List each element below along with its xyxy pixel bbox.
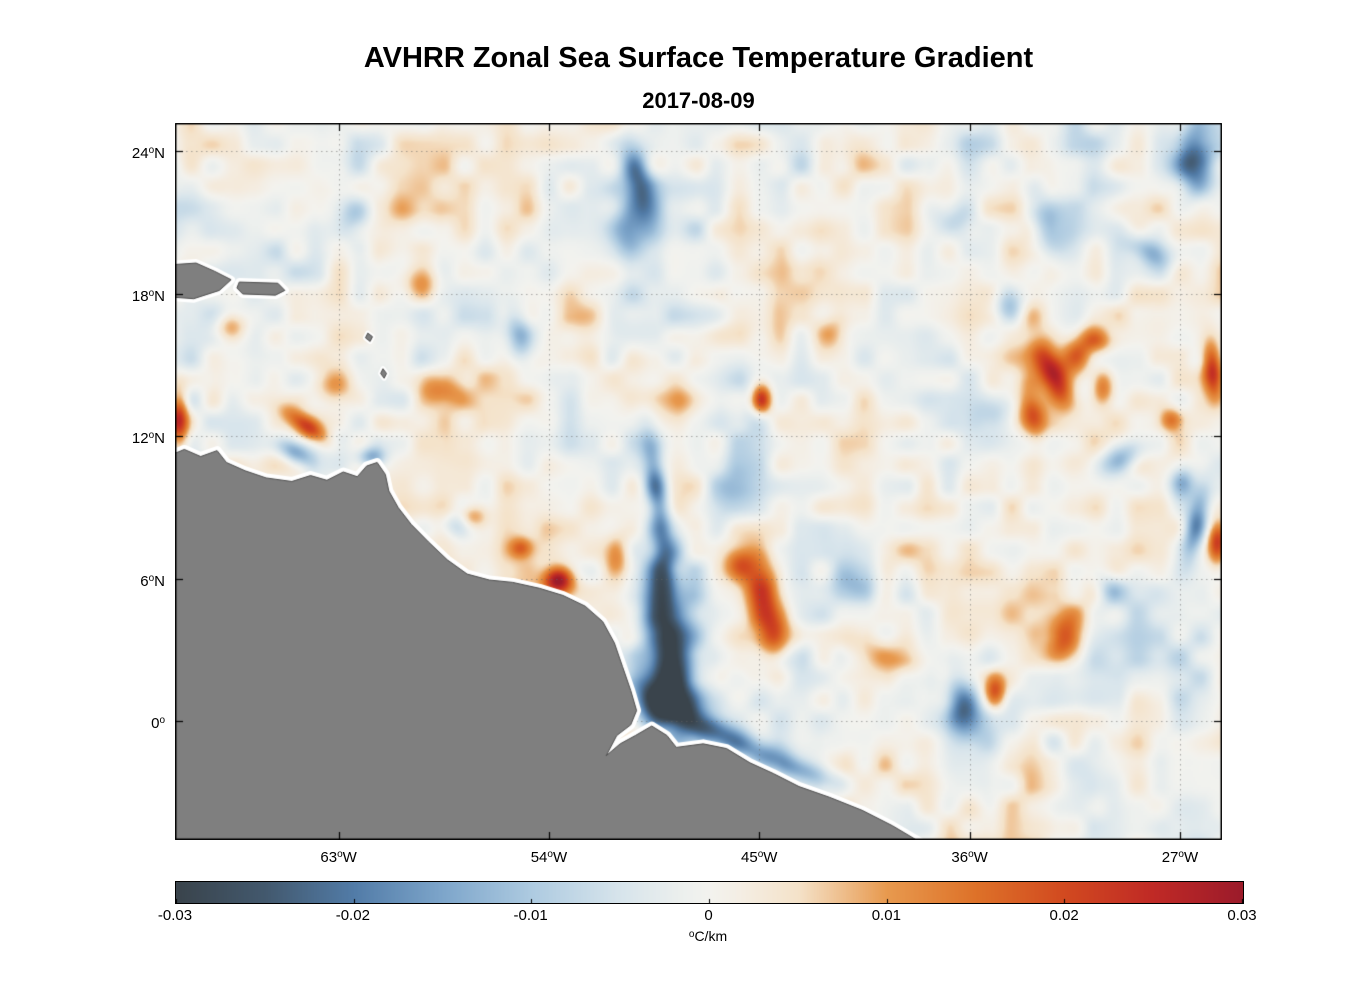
x-tick-label: 54oW [530,849,568,866]
x-tick-label: 27oW [1161,849,1199,866]
colorbar-tick-label: 0.01 [871,907,901,924]
colorbar-canvas [175,881,1244,904]
degree-sup: o [547,849,553,860]
degree-sup: o [148,287,155,299]
y-tick-label: 12oN [131,430,165,448]
y-tick-label: 6oN [140,572,165,590]
x-tick-label: 63oW [320,849,357,866]
colorbar-unit-label: oC/km [608,928,808,944]
degree-sup: o [757,849,764,860]
colorbar-tick-label: -0.01 [513,907,548,924]
colorbar-tick-label: -0.03 [157,907,193,924]
colorbar-unit-main: C/km [694,928,728,944]
colorbar-tick-label: -0.02 [335,907,370,924]
colorbar-tick-label: 0.03 [1227,907,1257,924]
colorbar-tick-label: 0.02 [1049,907,1079,924]
degree-sup: o [148,430,155,442]
degree-sup: o [148,572,155,584]
map-overlay-canvas [175,123,1222,840]
x-tick-label: 36oW [951,849,988,866]
degree-sup: o [148,145,155,157]
degree-sup: o [968,849,974,860]
x-tick-label: 45oW [741,849,778,866]
map-plot-area [175,123,1222,840]
degree-sup: o [159,715,165,727]
colorbar-tick-label: 0 [704,907,713,924]
colorbar-unit-sup: o [688,929,695,940]
y-tick-label: 0o [151,715,165,733]
y-tick-label: 24oN [131,145,165,163]
y-tick-label: 18oN [131,287,165,305]
degree-sup: o [337,849,343,860]
degree-sup: o [1178,849,1184,860]
chart-title: AVHRR Zonal Sea Surface Temperature Grad… [363,42,1034,74]
chart-subtitle: 2017-08-09 [642,88,755,113]
